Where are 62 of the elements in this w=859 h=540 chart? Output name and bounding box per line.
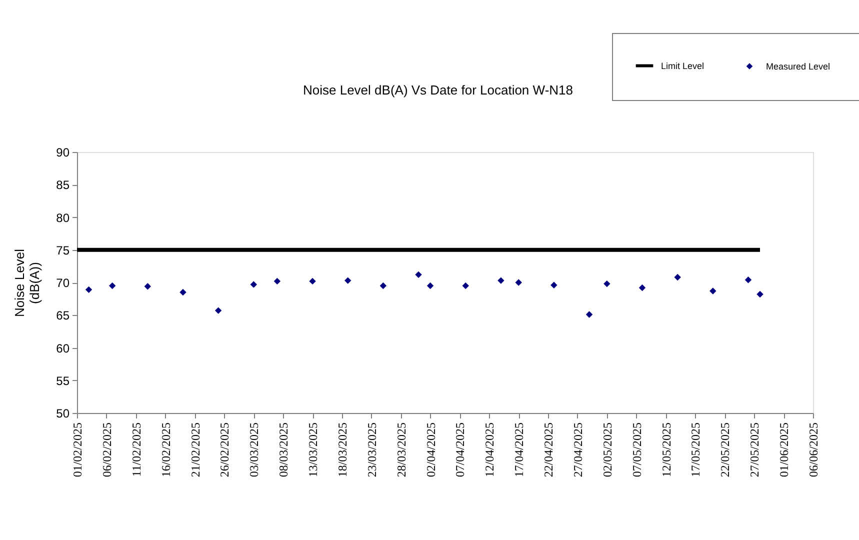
point [674,274,681,281]
x-tick-label: 07/04/2025 [453,422,468,478]
x-tick-label: 01/06/2025 [777,422,792,478]
point [462,282,469,290]
point [586,311,593,318]
x-tick-label: 28/03/2025 [394,422,408,478]
x-tick-label: 17/05/2025 [688,422,703,478]
y-tick-label: 80 [56,210,70,225]
y-tick-label: 90 [56,146,70,160]
point [344,277,352,284]
point [180,288,186,296]
point [604,280,610,288]
x-tick-label: 02/04/2025 [424,422,438,478]
point [638,284,646,292]
x-tick-label: 22/04/2025 [542,422,556,478]
legend-label: Limit Level [661,60,704,71]
y-axis-title: Noise Level (dB(A)) [12,248,42,317]
point [744,276,752,284]
x-tick-label: 27/05/2025 [748,422,762,478]
x-tick-label: 18/03/2025 [335,422,350,478]
y-tick-label: 70 [56,276,70,290]
y-tick-label: 85 [56,178,70,192]
point [710,288,716,294]
point [415,271,422,278]
x-tick-label: 07/05/2025 [630,422,644,478]
x-tick-label: 17/04/2025 [512,422,526,478]
x-tick-label: 06/02/2025 [100,422,114,478]
x-tick-label: 12/04/2025 [482,422,497,478]
point [214,307,222,314]
x-tick-label: 01/02/2025 [70,422,84,478]
x-tick-label: 12/05/2025 [659,422,674,478]
point [309,278,316,285]
x-tick-label: 03/03/2025 [247,422,262,478]
point [274,278,281,285]
x-tick-label: 26/02/2025 [218,422,232,478]
x-tick-label: 02/05/2025 [600,422,614,478]
x-tick-label: 13/03/2025 [306,422,320,478]
point [85,286,92,294]
y-tick-label: 50 [56,406,70,420]
point [498,277,504,284]
x-tick-label: 11/02/2025 [129,422,144,477]
point [380,282,387,290]
x-tick-label: 16/02/2025 [158,422,173,478]
x-tick-label: 27/04/2025 [570,422,585,478]
x-tick-label: 23/03/2025 [364,422,379,478]
point [108,282,116,290]
point [144,283,152,290]
chart-title: Noise Level dB(A) Vs Date for Location W-N18 [303,82,573,98]
point [756,290,764,298]
point [515,279,522,286]
x-tick-label: 21/02/2025 [188,422,202,478]
x-tick-label: 06/06/2025 [806,422,820,478]
point [426,282,434,290]
y-tick-label: 55 [56,374,70,388]
x-tick-label: 08/03/2025 [276,422,291,478]
legend-label: Measured Level [766,61,830,72]
point [250,281,257,288]
point [550,282,558,288]
y-tick-label: 65 [56,308,70,323]
y-tick-label: 60 [56,341,70,356]
y-tick-label: 75 [56,243,70,258]
x-tick-label: 22/05/2025 [718,422,732,478]
